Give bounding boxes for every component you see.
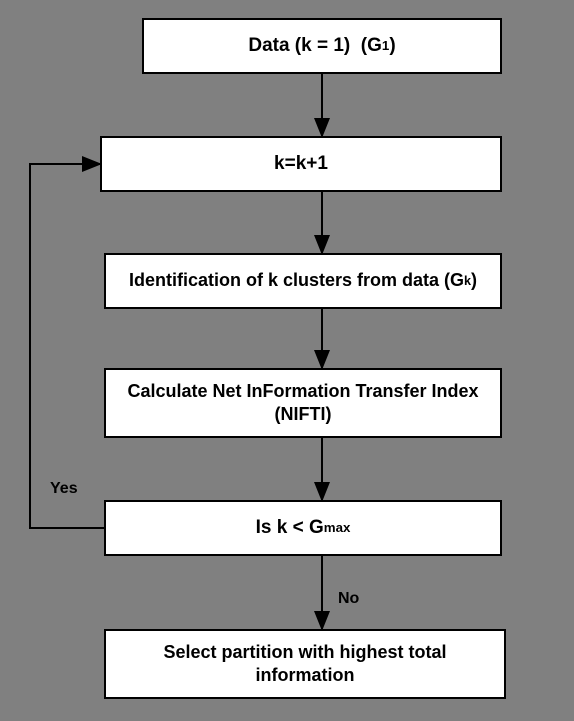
edge-label-yes: Yes — [50, 480, 78, 498]
node-n2: k=k+1 — [100, 136, 502, 192]
node-n5: Is k < Gmax — [104, 500, 502, 556]
node-n3: Identification of k clusters from data (… — [104, 253, 502, 309]
node-n4: Calculate Net InFormation Transfer Index… — [104, 368, 502, 438]
node-n6: Select partition with highest total info… — [104, 629, 506, 699]
edges-layer — [0, 0, 574, 721]
edge-n5-n2 — [30, 164, 104, 528]
edge-label-no: No — [338, 590, 359, 608]
node-n1: Data (k = 1) (G1) — [142, 18, 502, 74]
flowchart-container: Data (k = 1) (G1) k=k+1 Identification of … — [0, 0, 574, 721]
